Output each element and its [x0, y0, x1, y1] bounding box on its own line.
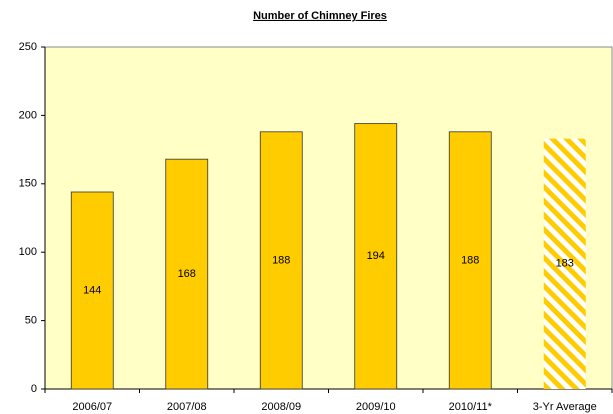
y-tick-label: 250 — [19, 41, 37, 53]
x-tick-label: 2010/11* — [449, 401, 493, 413]
value-label: 194 — [367, 250, 385, 262]
bar — [354, 123, 398, 390]
x-tick-label: 2006/07 — [72, 401, 112, 413]
bar — [448, 131, 492, 390]
value-label: 188 — [272, 254, 290, 266]
value-label: 188 — [461, 254, 479, 266]
x-tick-label: 2008/09 — [261, 401, 301, 413]
bar — [259, 131, 303, 390]
plot-area — [44, 46, 613, 390]
y-tick-label: 100 — [19, 246, 37, 258]
x-tick-label: 3-Yr Average — [533, 401, 597, 413]
bar — [165, 158, 209, 390]
x-tick-label: 2007/08 — [167, 401, 207, 413]
chart-title: Number of Chimney Fires — [253, 10, 387, 22]
value-label: 168 — [178, 268, 196, 280]
y-tick-label: 50 — [25, 315, 37, 327]
y-tick-label: 200 — [19, 109, 37, 121]
value-label: 183 — [556, 258, 574, 270]
y-tick-label: 0 — [31, 383, 37, 395]
bar — [70, 191, 114, 390]
value-label: 144 — [83, 284, 101, 296]
bar — [543, 138, 586, 389]
x-tick-label: 2009/10 — [356, 401, 396, 413]
y-tick-label: 150 — [19, 178, 37, 190]
